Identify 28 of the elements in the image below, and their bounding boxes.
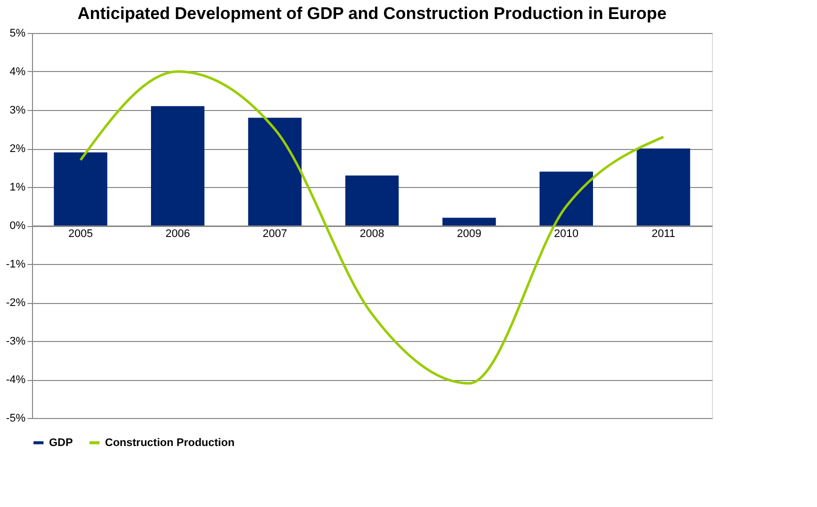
bar bbox=[345, 175, 399, 226]
y-tick-label: 4% bbox=[10, 66, 26, 78]
y-tick-label: 3% bbox=[10, 104, 26, 116]
x-tick-label: 2005 bbox=[68, 228, 93, 240]
legend-label: GDP bbox=[49, 436, 73, 449]
y-tick-label: -1% bbox=[6, 258, 26, 270]
y-tick-label: 1% bbox=[10, 182, 26, 194]
bar bbox=[248, 118, 302, 226]
bar bbox=[442, 218, 496, 226]
x-tick-label: 2006 bbox=[165, 228, 190, 240]
legend-label: Construction Production bbox=[105, 436, 235, 449]
y-tick-label: -3% bbox=[6, 336, 26, 348]
y-tick-label: -2% bbox=[6, 297, 26, 309]
x-tick-label: 2008 bbox=[360, 228, 384, 240]
y-tick-label: -5% bbox=[6, 412, 26, 424]
x-tick-label: 2011 bbox=[652, 228, 676, 240]
y-tick-label: 2% bbox=[10, 143, 26, 155]
x-tick-label: 2009 bbox=[456, 228, 482, 240]
chart-title: Anticipated Development of GDP and Construction Production in Europe bbox=[77, 4, 667, 23]
y-tick-label: 5% bbox=[10, 28, 26, 40]
bar bbox=[54, 152, 108, 226]
bar bbox=[151, 106, 204, 226]
bar bbox=[540, 172, 593, 226]
x-tick-label: 2010 bbox=[554, 228, 579, 240]
bar bbox=[636, 148, 690, 226]
y-tick-label: 0% bbox=[10, 220, 26, 232]
y-tick-label: -4% bbox=[6, 374, 26, 386]
x-tick-label: 2007 bbox=[262, 228, 288, 240]
